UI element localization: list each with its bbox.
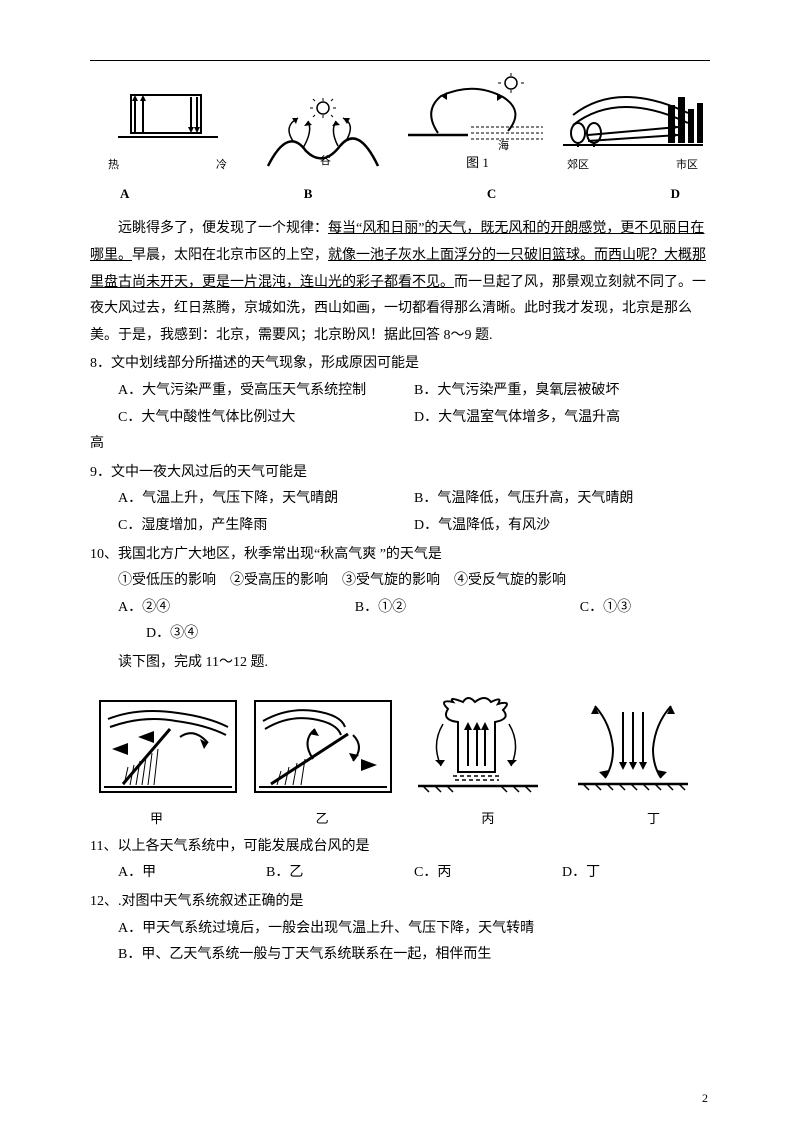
q9-opt-d: D．气温降低，有风沙	[414, 513, 710, 540]
fig2-label-ding: 丁	[647, 807, 660, 832]
passage-text: 远眺得多了，便发现了一个规律：每当“风和日丽”的天气，既无风和的开朗感觉，更不见…	[90, 216, 710, 349]
fig1-label-c: C	[487, 182, 496, 207]
q11-opt-a: A．甲	[118, 860, 266, 887]
q11-opt-d: D．丁	[562, 860, 710, 887]
fig1-label-b: B	[304, 182, 313, 207]
fig1-cold-label: 冷	[216, 155, 227, 176]
page-number: 2	[702, 1087, 708, 1110]
fig1-label-a: A	[120, 182, 129, 207]
header-rule	[90, 60, 710, 61]
q10-opt-d: D．③④	[90, 621, 710, 648]
q10-stem: 10、我国北方广大地区，秋季常出现“秋高气爽 ”的天气是	[90, 542, 710, 569]
q8-stem: 8．文中划线部分所描述的天气现象，形成原因可能是	[90, 351, 710, 378]
fig1-city-label: 市区	[676, 155, 698, 176]
q8-opt-d: D．大气温室气体增多，气温升高	[414, 405, 710, 432]
figure1-panel-c: 海 图 1	[400, 71, 555, 176]
q11-stem: 11、以上各天气系统中，可能发展成台风的是	[90, 834, 710, 861]
fig1-valley-label: 谷	[320, 154, 331, 167]
q12-opt-a: A．甲天气系统过境后，一般会出现气温上升、气压下降，天气转晴	[90, 916, 710, 943]
figure1-row: 热 冷 谷 海 图 1	[90, 71, 710, 176]
fig1-sea-label: 海	[498, 138, 509, 151]
q10-substems: ①受低压的影响 ②受高压的影响 ③受气旋的影响 ④受反气旋的影响	[118, 568, 710, 595]
figure1-panel-a: 热 冷	[90, 85, 245, 176]
q8-tail: 高	[90, 431, 710, 458]
figure2-yi	[245, 699, 400, 805]
fig2-label-yi: 乙	[316, 807, 329, 832]
q8-opt-c: C．大气中酸性气体比例过大	[118, 405, 414, 432]
figure2-row	[90, 694, 710, 805]
question-8: 8．文中划线部分所描述的天气现象，形成原因可能是 A．大气污染严重，受高压天气系…	[90, 351, 710, 457]
q12-stem: 12、.对图中天气系统叙述正确的是	[90, 889, 710, 916]
question-12: 12、.对图中天气系统叙述正确的是 A．甲天气系统过境后，一般会出现气温上升、气…	[90, 889, 710, 969]
q10-opt-a: A．②④	[118, 595, 355, 622]
fig2-intro: 读下图，完成 11～12 题.	[90, 650, 710, 677]
figure1-label-row: A B C D	[90, 182, 710, 207]
figure2-labels: 甲 乙 丙 丁	[90, 807, 710, 832]
figure2-bing	[400, 694, 555, 805]
passage-pre: 远眺得多了，便发现了一个规律：	[118, 221, 328, 236]
fig1-suburb-label: 郊区	[567, 155, 589, 176]
q11-opt-b: B．乙	[266, 860, 414, 887]
q10-opt-b: B．①②	[355, 595, 580, 622]
figure1-panel-b: 谷	[245, 96, 400, 176]
figure1-panel-d: 郊区 市区	[555, 75, 710, 176]
figure2-jia	[90, 699, 245, 805]
q9-opt-c: C．湿度增加，产生降雨	[118, 513, 414, 540]
q12-opt-b: B．甲、乙天气系统一般与丁天气系统联系在一起，相伴而生	[90, 942, 710, 969]
q10-opt-c: C．①③	[580, 595, 710, 622]
fig1-hot-label: 热	[108, 155, 119, 176]
fig2-label-jia: 甲	[150, 807, 163, 832]
question-9: 9．文中一夜大风过后的天气可能是 A．气温上升，气压下降，天气晴朗 B．气温降低…	[90, 460, 710, 540]
q9-opt-a: A．气温上升，气压下降，天气晴朗	[118, 486, 414, 513]
fig1-label-d: D	[671, 182, 680, 207]
q8-opt-a: A．大气污染严重，受高压天气系统控制	[118, 378, 414, 405]
fig2-label-bing: 丙	[481, 807, 494, 832]
question-10: 10、我国北方广大地区，秋季常出现“秋高气爽 ”的天气是 ①受低压的影响 ②受高…	[90, 542, 710, 648]
question-11: 11、以上各天气系统中，可能发展成台风的是 A．甲 B．乙 C．丙 D．丁	[90, 834, 710, 887]
figure1-caption: 图 1	[400, 151, 555, 176]
q11-opt-c: C．丙	[414, 860, 562, 887]
figure2-ding	[555, 694, 710, 805]
q8-opt-b: B．大气污染严重，臭氧层被破坏	[414, 378, 710, 405]
q9-stem: 9．文中一夜大风过后的天气可能是	[90, 460, 710, 487]
passage-mid: 早晨，太阳在北京市区的上空，	[132, 248, 328, 263]
q9-opt-b: B．气温降低，气压升高，天气晴朗	[414, 486, 710, 513]
